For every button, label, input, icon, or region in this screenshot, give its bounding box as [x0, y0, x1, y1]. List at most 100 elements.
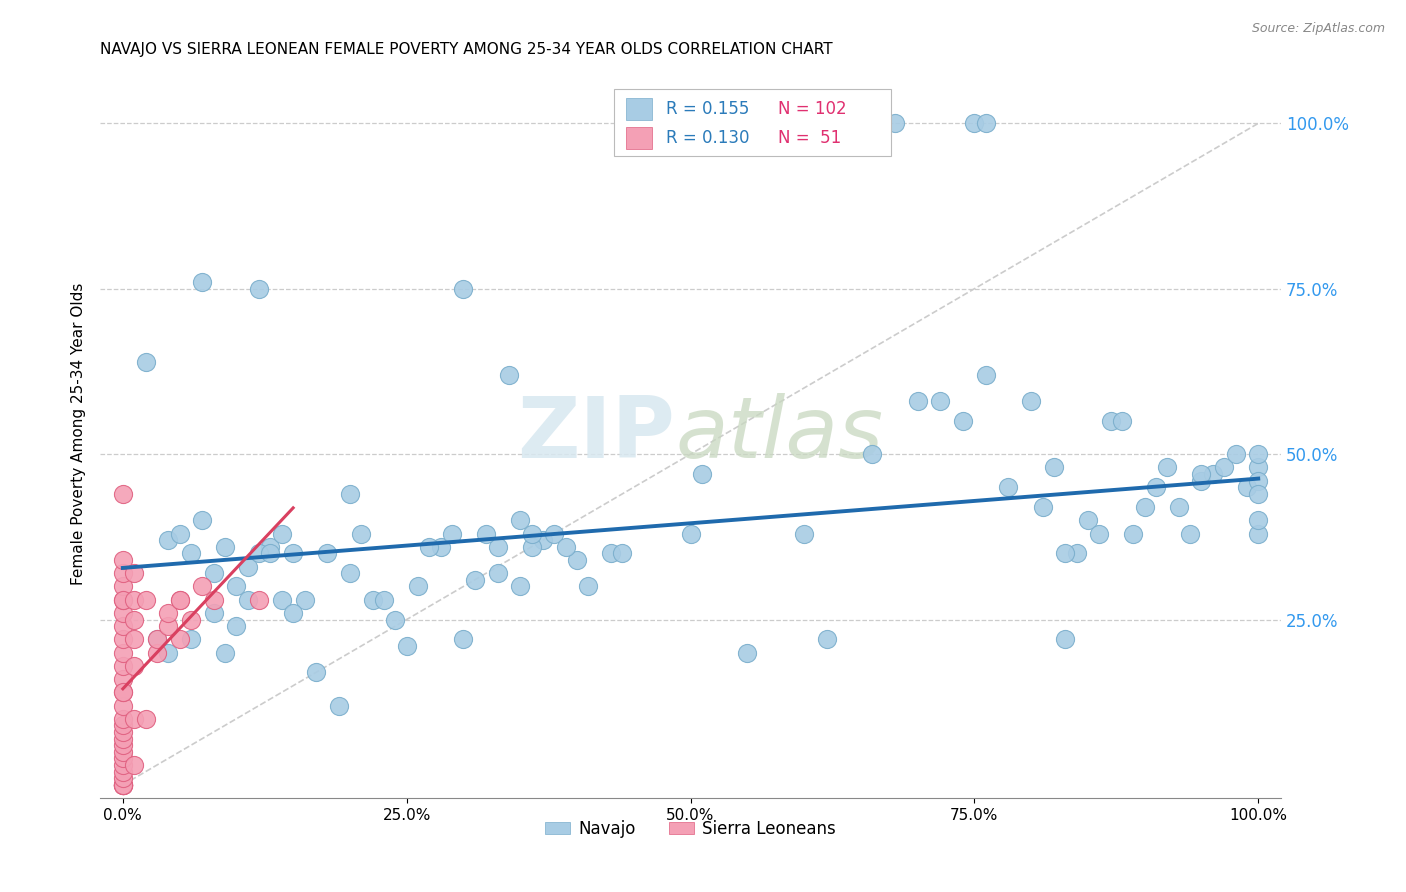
Point	[111, 778, 134, 792]
Point	[929, 394, 952, 409]
Point	[111, 685, 134, 699]
Point	[543, 526, 565, 541]
Point	[486, 540, 509, 554]
FancyBboxPatch shape	[614, 88, 891, 155]
Point	[214, 540, 236, 554]
Point	[247, 546, 270, 560]
Point	[259, 546, 281, 560]
Text: Source: ZipAtlas.com: Source: ZipAtlas.com	[1251, 22, 1385, 36]
Point	[974, 368, 997, 382]
Point	[509, 513, 531, 527]
Point	[135, 592, 157, 607]
Point	[1099, 414, 1122, 428]
Point	[111, 646, 134, 660]
Point	[146, 646, 169, 660]
Point	[111, 606, 134, 620]
Point	[146, 632, 169, 647]
Point	[361, 592, 384, 607]
Point	[169, 592, 191, 607]
Point	[122, 613, 145, 627]
Point	[1178, 526, 1201, 541]
Point	[111, 487, 134, 501]
Point	[214, 646, 236, 660]
Point	[1225, 447, 1247, 461]
Point	[259, 540, 281, 554]
Point	[554, 540, 576, 554]
Point	[270, 592, 292, 607]
Text: N =  51: N = 51	[778, 129, 841, 147]
Point	[849, 116, 872, 130]
Point	[1247, 513, 1270, 527]
Point	[169, 592, 191, 607]
Text: atlas: atlas	[675, 392, 883, 475]
Point	[111, 764, 134, 779]
Point	[270, 526, 292, 541]
Point	[247, 592, 270, 607]
Point	[122, 712, 145, 726]
Point	[486, 566, 509, 581]
Point	[122, 632, 145, 647]
Point	[111, 672, 134, 686]
Point	[441, 526, 464, 541]
Point	[1213, 460, 1236, 475]
Point	[339, 566, 361, 581]
Point	[1247, 526, 1270, 541]
Point	[952, 414, 974, 428]
Point	[1088, 526, 1111, 541]
Point	[111, 553, 134, 567]
Point	[520, 540, 543, 554]
Point	[1122, 526, 1144, 541]
Point	[180, 613, 202, 627]
Point	[111, 778, 134, 792]
Point	[690, 467, 713, 481]
Point	[498, 368, 520, 382]
Point	[339, 487, 361, 501]
Point	[1054, 546, 1077, 560]
Point	[350, 526, 373, 541]
Point	[236, 592, 259, 607]
Point	[169, 526, 191, 541]
Point	[453, 282, 475, 296]
Point	[406, 579, 429, 593]
Point	[1031, 500, 1053, 514]
Point	[111, 778, 134, 792]
Point	[1247, 487, 1270, 501]
Point	[202, 592, 225, 607]
Point	[860, 447, 883, 461]
Point	[135, 354, 157, 368]
Point	[122, 758, 145, 772]
Point	[111, 772, 134, 786]
Point	[531, 533, 554, 548]
Point	[111, 592, 134, 607]
Point	[1054, 632, 1077, 647]
Point	[111, 658, 134, 673]
Point	[111, 731, 134, 746]
Legend: Navajo, Sierra Leoneans: Navajo, Sierra Leoneans	[538, 813, 842, 845]
Point	[429, 540, 451, 554]
Point	[509, 579, 531, 593]
Point	[111, 778, 134, 792]
Point	[122, 566, 145, 581]
Point	[111, 745, 134, 759]
Point	[111, 778, 134, 792]
Point	[1191, 467, 1213, 481]
Point	[111, 738, 134, 752]
Point	[111, 718, 134, 732]
Point	[475, 526, 498, 541]
Point	[111, 566, 134, 581]
Bar	[626, 98, 651, 120]
Point	[157, 606, 180, 620]
Point	[236, 559, 259, 574]
Point	[883, 116, 905, 130]
Point	[157, 533, 180, 548]
Point	[907, 394, 929, 409]
Point	[1133, 500, 1156, 514]
Point	[974, 116, 997, 130]
Point	[1077, 513, 1099, 527]
Point	[281, 606, 304, 620]
Point	[191, 275, 214, 289]
Point	[1247, 474, 1270, 488]
Point	[373, 592, 395, 607]
Point	[191, 579, 214, 593]
Point	[679, 526, 702, 541]
